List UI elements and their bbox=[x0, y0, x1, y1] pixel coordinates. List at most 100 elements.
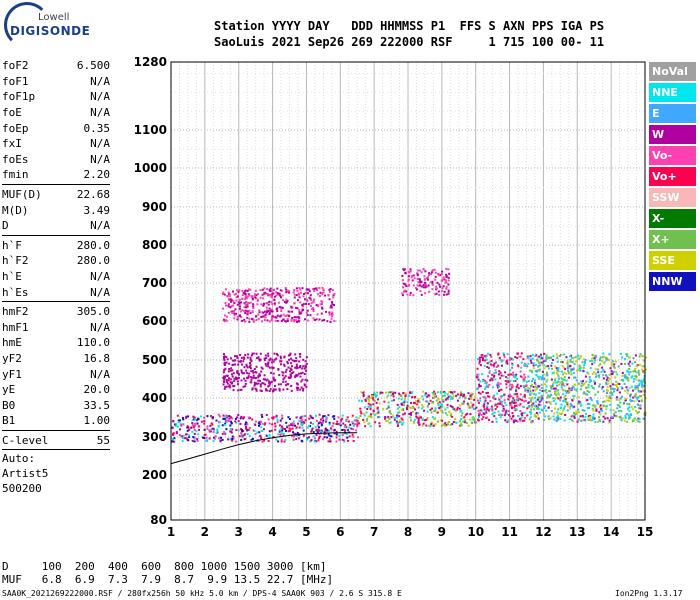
echo-point bbox=[581, 409, 584, 412]
echo-point bbox=[504, 412, 507, 415]
echo-point bbox=[242, 385, 245, 388]
echo-point bbox=[389, 412, 392, 415]
echo-point bbox=[610, 416, 613, 419]
echo-point bbox=[534, 355, 537, 358]
echo-point bbox=[237, 420, 240, 423]
echo-point bbox=[629, 395, 632, 398]
echo-point bbox=[419, 269, 422, 272]
echo-point bbox=[591, 407, 594, 410]
echo-point bbox=[401, 292, 404, 295]
echo-point bbox=[530, 369, 533, 372]
echo-point bbox=[628, 373, 631, 376]
echo-point bbox=[516, 357, 519, 360]
echo-point bbox=[518, 404, 521, 407]
echo-point bbox=[561, 380, 564, 383]
echo-point bbox=[223, 375, 226, 378]
echo-point bbox=[311, 427, 314, 430]
echo-point bbox=[243, 306, 246, 309]
echo-point bbox=[482, 416, 485, 419]
echo-point bbox=[461, 412, 464, 415]
echo-point bbox=[541, 374, 544, 377]
echo-point bbox=[186, 426, 189, 429]
echo-point bbox=[339, 422, 342, 425]
echo-point bbox=[515, 385, 518, 388]
echo-point bbox=[594, 404, 597, 407]
echo-point bbox=[555, 420, 558, 423]
echo-point bbox=[642, 417, 645, 420]
echo-point bbox=[243, 433, 246, 436]
echo-point bbox=[401, 418, 404, 421]
echo-point bbox=[319, 418, 322, 421]
echo-point bbox=[251, 437, 254, 440]
echo-point bbox=[395, 414, 398, 417]
echo-point bbox=[562, 366, 565, 369]
param-row: foF1p N/A bbox=[2, 89, 110, 105]
echo-point bbox=[403, 289, 406, 292]
echo-point bbox=[245, 365, 248, 368]
echo-point bbox=[224, 375, 227, 378]
echo-point bbox=[497, 353, 500, 356]
echo-point bbox=[324, 294, 327, 297]
echo-point bbox=[448, 390, 451, 393]
echo-point bbox=[292, 420, 295, 423]
echo-points bbox=[171, 267, 647, 443]
echo-point bbox=[556, 396, 559, 399]
echo-point bbox=[511, 362, 514, 365]
echo-point bbox=[240, 379, 243, 382]
echo-point bbox=[505, 412, 508, 415]
echo-point bbox=[244, 437, 247, 440]
echo-point bbox=[304, 366, 307, 369]
axis-ticks: 1 2 3 4 5 6 7 8 9 10 11 12 13 14 151280110010009008007… bbox=[134, 55, 654, 539]
echo-point bbox=[478, 385, 481, 388]
echo-point bbox=[441, 290, 444, 293]
echo-point bbox=[278, 389, 281, 392]
echo-point bbox=[326, 430, 329, 433]
echo-point bbox=[499, 371, 502, 374]
echo-point bbox=[494, 404, 497, 407]
echo-point bbox=[409, 406, 412, 409]
echo-point bbox=[275, 294, 278, 297]
echo-point bbox=[250, 381, 253, 384]
echo-point bbox=[456, 399, 459, 402]
echo-point bbox=[272, 416, 275, 419]
footer-version: Ion2Png 1.3.17 bbox=[615, 589, 683, 598]
param-name: B0 bbox=[2, 398, 16, 412]
x-tick-label: 6 bbox=[336, 525, 344, 539]
echo-point bbox=[236, 295, 239, 298]
echo-point bbox=[265, 364, 268, 367]
echo-point bbox=[463, 416, 466, 419]
echo-point bbox=[301, 371, 304, 374]
echo-point bbox=[239, 388, 242, 391]
echo-point bbox=[282, 313, 285, 316]
echo-point bbox=[272, 292, 275, 295]
param-row: foEp 0.35 bbox=[2, 120, 110, 136]
echo-point bbox=[584, 359, 587, 362]
echo-point bbox=[392, 414, 395, 417]
echo-point bbox=[244, 320, 247, 323]
echo-point bbox=[346, 416, 349, 419]
echo-point bbox=[274, 388, 277, 391]
echo-point bbox=[404, 393, 407, 396]
echo-point bbox=[185, 415, 188, 418]
echo-point bbox=[234, 363, 237, 366]
echo-point bbox=[615, 380, 618, 383]
echo-point bbox=[294, 376, 297, 379]
echo-point bbox=[478, 412, 481, 415]
echo-point bbox=[290, 362, 293, 365]
echo-point bbox=[602, 374, 605, 377]
echo-point bbox=[225, 356, 228, 359]
echo-point bbox=[438, 283, 441, 286]
echo-point bbox=[368, 395, 371, 398]
echo-point bbox=[338, 435, 341, 438]
echo-point bbox=[559, 417, 562, 420]
echo-point bbox=[584, 419, 587, 422]
echo-point bbox=[635, 375, 638, 378]
echo-point bbox=[540, 387, 543, 390]
echo-point bbox=[271, 316, 274, 319]
echo-point bbox=[226, 374, 229, 377]
echo-point bbox=[280, 309, 283, 312]
echo-point bbox=[561, 412, 564, 415]
echo-point bbox=[435, 399, 438, 402]
echo-point bbox=[249, 364, 252, 367]
echo-point bbox=[228, 419, 231, 422]
